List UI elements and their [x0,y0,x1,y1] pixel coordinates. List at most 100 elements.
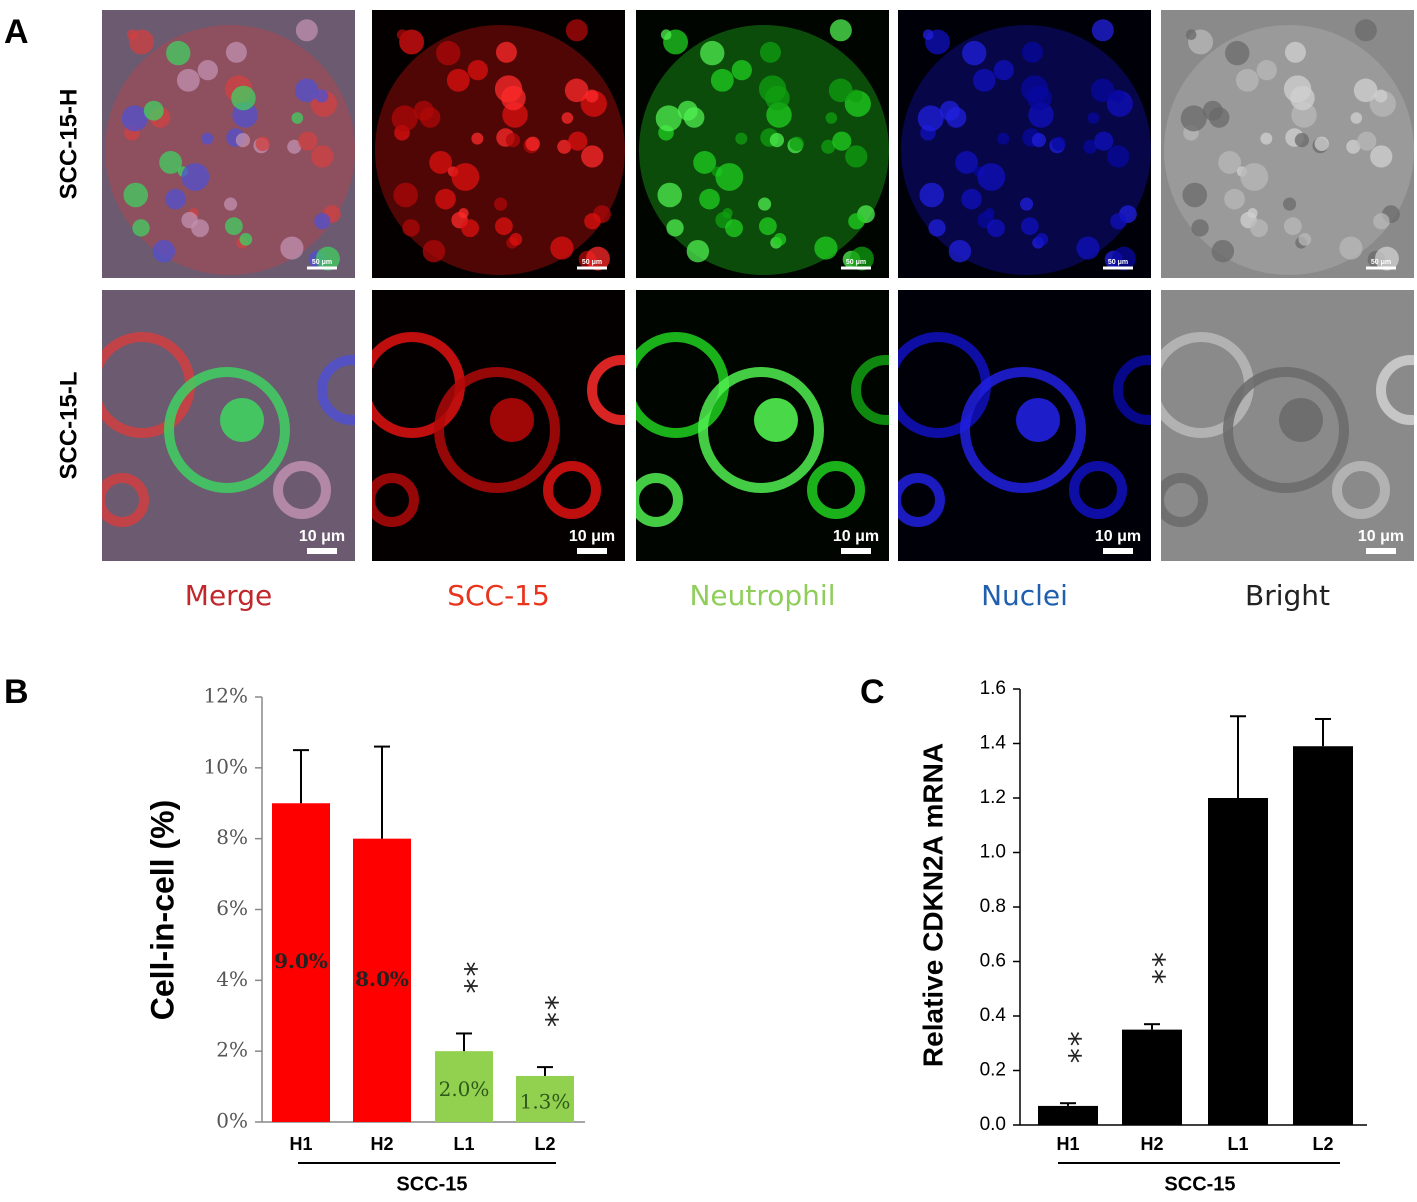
cell [550,236,574,260]
cell [471,132,484,145]
scale-bar-label: 50 μm [312,259,332,266]
micrograph: 10 μm [898,290,1151,561]
cell [422,239,446,263]
cell [467,59,488,81]
cell [928,219,946,237]
cell [948,239,972,263]
cell [1376,355,1414,425]
cell [960,367,1086,493]
cell [1087,112,1100,124]
cell-cluster [375,25,625,275]
micrograph: 10 μm [372,290,625,561]
cell [1373,213,1390,230]
cell [1256,59,1277,81]
cell [789,136,804,152]
row-label: SCC-15-H [55,89,82,200]
cell [587,355,625,425]
cell [235,132,251,148]
cell [825,112,838,124]
cell [849,246,874,271]
cell [561,112,574,124]
cell-cluster [1164,25,1414,275]
cell [396,29,408,41]
cell [413,100,434,121]
cell [829,19,852,42]
cell [315,246,340,271]
micrograph: 50 μm [1161,10,1414,278]
bar [516,1075,574,1122]
scale-bar-label: 10 μm [1095,528,1141,545]
y-tick-label: 1.4 [980,733,1007,754]
micrograph: 10 μm [636,290,889,561]
y-tick-label: 8% [216,825,248,849]
scale-bar-label: 50 μm [1371,259,1391,266]
y-tick-label: 0.2 [980,1060,1006,1081]
y-tick-label: 4% [216,967,248,991]
cell [505,132,521,148]
cell [494,217,513,236]
cell [461,219,479,238]
cell [1240,163,1269,191]
scale-bar-label: 10 μm [299,528,345,545]
cell [1346,139,1361,154]
cell [568,131,588,151]
cell [1031,132,1047,148]
significance-mark: ** [529,995,564,1029]
cell-core [1016,398,1060,442]
cell [231,85,256,111]
y-axis-label: Cell-in-cell (%) [144,800,180,1020]
x-tick-label: L2 [1312,1134,1333,1154]
column-label: Merge [185,579,272,612]
y-tick-label: 1.2 [980,787,1006,808]
cell [922,29,934,41]
cell [152,239,176,263]
cell [121,105,148,132]
cell [1091,19,1114,42]
x-tick-label: L1 [453,1134,474,1154]
cell [1180,105,1207,132]
x-tick-label: H2 [1140,1134,1163,1154]
cell [1339,236,1363,260]
cell [1294,132,1310,148]
cell [495,41,517,63]
cell [176,68,200,92]
bar [1122,1029,1182,1125]
column-label: Bright [1245,579,1330,612]
cell [314,213,331,230]
cell [1107,145,1130,168]
cell [1020,197,1034,211]
cell [159,151,183,174]
cell-core [1279,398,1323,442]
x-tick-label: L1 [1227,1134,1248,1154]
cell [102,473,149,527]
value-label: 2.0% [439,1077,490,1101]
cell [1314,136,1329,152]
cell [1182,182,1208,208]
cell [987,219,1005,238]
bar [1208,798,1268,1125]
cell [434,367,560,493]
cell [898,473,945,527]
cell [758,217,777,236]
cell [557,139,572,154]
cell [372,473,419,527]
cell [255,136,270,152]
cell [166,40,191,66]
cell [699,188,720,210]
cell [1374,246,1399,271]
cell [1250,219,1268,238]
scale-bar-label: 10 μm [569,528,615,545]
cell [1354,19,1377,42]
y-tick-label: 12% [204,684,248,708]
cell [501,85,526,111]
x-tick-label: H2 [370,1134,393,1154]
micrograph: 50 μm [102,10,355,278]
cell [821,139,836,154]
y-tick-label: 2% [216,1038,248,1062]
cell [1090,78,1115,103]
x-tick-label: L2 [534,1134,555,1154]
cell [446,68,470,92]
cell [1225,40,1250,66]
cell [1185,29,1197,41]
